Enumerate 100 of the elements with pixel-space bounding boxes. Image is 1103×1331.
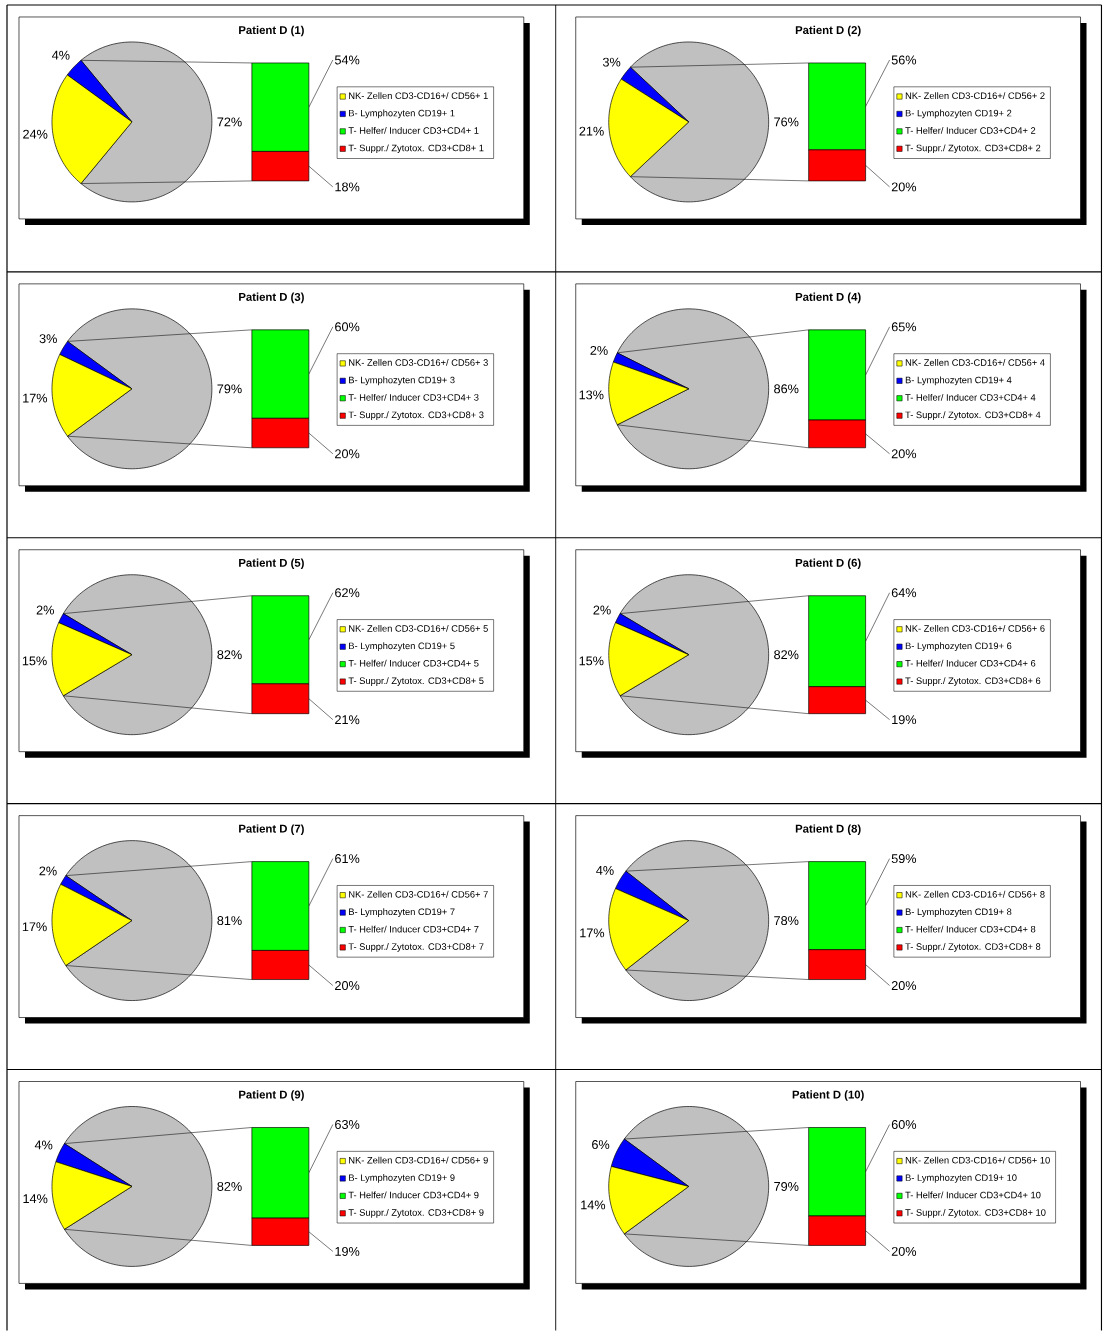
data-label: 24% (23, 129, 48, 139)
data-label: 82% (774, 650, 799, 660)
category-label: NK- Zellen CD3-CD16+/ CD56+ 3 (349, 359, 489, 366)
data-label: 17% (23, 393, 48, 403)
data-label: 2% (593, 605, 611, 615)
data-label: 56% (891, 55, 917, 65)
legend-label: T- Helfer/ Inducer CD3+CD4+ 1 (348, 127, 479, 134)
data-label: 6% (592, 1140, 610, 1150)
legend-label: T- Suppr./ Zytotox. CD3+CD8+ 5 (348, 677, 484, 686)
text: Patient D (10) (792, 1090, 865, 1101)
data-label: 19% (892, 715, 917, 725)
data-label: 20% (892, 449, 917, 459)
legend-label: T- Helfer/ Inducer CD3+CD4+ 8 (905, 925, 1036, 933)
category-label: NK- Zellen CD3-CD16+/ CD56+ 2 (906, 92, 1045, 99)
data-label: 60% (892, 1120, 917, 1129)
category-label: B- Lymphozyten CD19+ 9 (349, 1174, 455, 1183)
text: Patient D (5) (239, 558, 305, 570)
data-label: 86% (774, 384, 799, 394)
category-label: B- Lymphozyten CD19+ 4 (906, 376, 1012, 386)
data-label: 79% (774, 1181, 799, 1191)
data-label: 72% (217, 117, 242, 127)
legend-label: T- Helfer/ Inducer CD3+CD4+ 5 (348, 659, 479, 667)
data-label: 65% (892, 322, 917, 332)
legend-label: T- Suppr./ Zytotox. CD3+CD8+ 1 (348, 144, 484, 154)
data-label: 76% (774, 117, 799, 127)
legend-label: T- Suppr./ Zytotox. CD3+CD8+ 3 (348, 411, 484, 420)
data-label: 62% (335, 588, 360, 598)
text: Patient D (9) (239, 1090, 305, 1101)
legend-label: T- Helfer/ Inducer CD3+CD4+ 7 (348, 925, 479, 933)
data-label: 20% (892, 182, 917, 192)
category-label: NK- Zellen CD3-CD16+/ CD56+ 6 (906, 624, 1045, 632)
data-label: 78% (774, 916, 799, 926)
text: Patient D (2) (796, 25, 861, 37)
data-label: 17% (23, 922, 48, 932)
data-label: 3% (603, 57, 621, 67)
data-label: 81% (217, 916, 242, 926)
data-label: 15% (23, 656, 48, 666)
data-label: 64% (892, 588, 917, 598)
data-label: 79% (217, 384, 242, 394)
category-label: B- Lymphozyten CD19+ 7 (349, 908, 455, 917)
category-label: B- Lymphozyten CD19+ 3 (349, 376, 455, 386)
data-label: 20% (335, 981, 360, 991)
data-label: 63% (335, 1120, 360, 1129)
category-label: NK- Zellen CD3-CD16+/ CD56+ 10 (906, 1156, 1051, 1164)
category-label: B- Lymphozyten CD19+ 5 (349, 642, 455, 652)
data-label: 2% (39, 866, 57, 876)
text: Patient D (1) (239, 25, 305, 37)
category-label: NK- Zellen CD3-CD16+/ CD56+ 1 (349, 92, 489, 99)
data-label: 14% (581, 1200, 606, 1210)
data-label: 2% (590, 345, 608, 355)
legend-label: T- Suppr./ Zytotox. CD3+CD8+ 10 (905, 1208, 1046, 1218)
data-label: 54% (335, 55, 360, 65)
category-label: NK- Zellen CD3-CD16+/ CD56+ 9 (349, 1156, 489, 1164)
data-label: 19% (335, 1246, 360, 1256)
legend-label: T- Suppr./ Zytotox. CD3+CD8+ 8 (905, 943, 1041, 952)
category-label: NK- Zellen CD3-CD16+/ CD56+ 8 (906, 890, 1045, 898)
legend-label: T- Helfer/ Inducer CD3+CD4+ 3 (348, 393, 479, 401)
data-label: 4% (596, 866, 614, 875)
legend-label: T- Helfer/ Inducer CD3+CD4+ 6 (905, 659, 1036, 667)
legend-label: T- Suppr./ Zytotox. CD3+CD8+ 4 (905, 411, 1041, 420)
legend-label: T- Suppr./ Zytotox. CD3+CD8+ 2 (905, 144, 1041, 154)
text: Patient D (3) (239, 292, 305, 304)
text: Patient D (4) (796, 292, 861, 304)
category-label: B- Lymphozyten CD19+ 2 (906, 109, 1012, 119)
data-label: 4% (35, 1140, 53, 1150)
data-label: 82% (217, 1181, 242, 1191)
legend-label: T- Suppr./ Zytotox. CD3+CD8+ 9 (348, 1208, 484, 1218)
text: Patient D (6) (796, 558, 861, 570)
legend-label: T- Suppr./ Zytotox. CD3+CD8+ 7 (348, 943, 484, 952)
data-label: 21% (335, 715, 360, 725)
category-label: NK- Zellen CD3-CD16+/ CD56+ 7 (349, 890, 489, 898)
data-label: 14% (23, 1194, 48, 1204)
data-label: 82% (217, 650, 242, 660)
data-label: 13% (579, 390, 604, 400)
category-label: B- Lymphozyten CD19+ 1 (349, 109, 455, 119)
data-label: 17% (580, 928, 605, 938)
data-label: 60% (335, 322, 360, 332)
data-label: 20% (335, 449, 360, 459)
legend-label: T- Helfer/ Inducer CD3+CD4+ 4 (905, 393, 1036, 401)
text: Patient D (8) (796, 824, 861, 835)
legend-label: T- Helfer/ Inducer CD3+CD4+ 2 (905, 127, 1036, 134)
category-label: B- Lymphozyten CD19+ 10 (906, 1174, 1017, 1183)
data-label: 20% (892, 981, 917, 991)
data-label: 20% (892, 1246, 917, 1256)
data-label: 3% (39, 334, 58, 344)
category-label: NK- Zellen CD3-CD16+/ CD56+ 5 (349, 624, 489, 632)
data-label: 18% (335, 182, 360, 192)
data-label: 59% (891, 854, 917, 864)
category-label: NK- Zellen CD3-CD16+/ CD56+ 4 (906, 359, 1046, 366)
legend-label: T- Helfer/ Inducer CD3+CD4+ 9 (348, 1191, 479, 1199)
data-label: 2% (36, 605, 55, 615)
data-label: 21% (579, 126, 605, 136)
text: Patient D (7) (239, 824, 305, 835)
data-label: 61% (335, 854, 360, 864)
category-label: B- Lymphozyten CD19+ 6 (906, 642, 1012, 652)
category-label: B- Lymphozyten CD19+ 8 (906, 908, 1012, 917)
data-label: 15% (579, 656, 604, 666)
legend-label: T- Helfer/ Inducer CD3+CD4+ 10 (905, 1191, 1041, 1199)
legend-label: T- Suppr./ Zytotox. CD3+CD8+ 6 (905, 677, 1041, 686)
data-label: 4% (52, 50, 70, 60)
